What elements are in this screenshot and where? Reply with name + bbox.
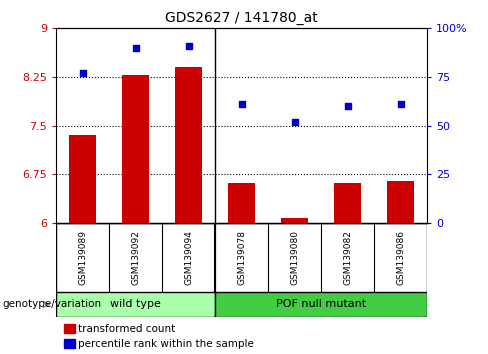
Text: genotype/variation: genotype/variation [2, 299, 102, 309]
Bar [175, 67, 202, 223]
Bar [56, 292, 215, 317]
Bar [281, 218, 308, 223]
Point [184, 43, 192, 48]
Text: GSM139086: GSM139086 [396, 230, 405, 285]
Bar [228, 183, 255, 223]
Point [344, 103, 351, 109]
Point [291, 119, 299, 125]
Bar [63, 339, 75, 348]
Text: GSM139094: GSM139094 [184, 230, 193, 285]
Text: percentile rank within the sample: percentile rank within the sample [79, 339, 254, 349]
Title: GDS2627 / 141780_at: GDS2627 / 141780_at [165, 11, 318, 24]
Text: GSM139080: GSM139080 [290, 230, 299, 285]
Bar [63, 324, 75, 333]
Bar [215, 292, 427, 317]
Point [79, 70, 86, 76]
Text: GSM139078: GSM139078 [237, 230, 246, 285]
Point [397, 102, 405, 107]
Bar [387, 181, 414, 223]
Bar [122, 75, 149, 223]
Text: transformed count: transformed count [79, 324, 176, 334]
Point [238, 102, 245, 107]
Text: GSM139082: GSM139082 [343, 230, 352, 285]
Bar [334, 183, 361, 223]
Text: GSM139089: GSM139089 [78, 230, 87, 285]
Text: GSM139092: GSM139092 [131, 230, 140, 285]
Bar [69, 136, 96, 223]
Point [132, 45, 140, 51]
Text: wild type: wild type [110, 299, 161, 309]
Text: POF null mutant: POF null mutant [276, 299, 366, 309]
